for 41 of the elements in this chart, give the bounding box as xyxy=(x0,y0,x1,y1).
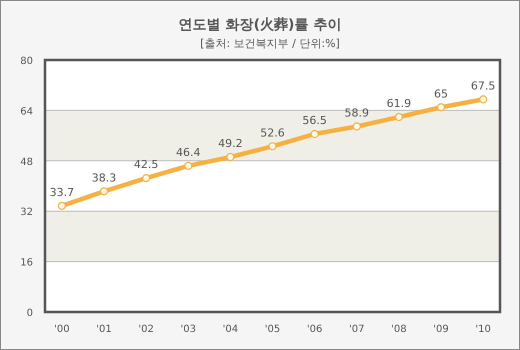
y-tick-label: 48 xyxy=(20,156,33,168)
data-label: 33.7 xyxy=(50,186,74,199)
point xyxy=(142,174,150,182)
y-tick-label: 80 xyxy=(20,56,33,67)
x-tick-label: '03 xyxy=(180,324,196,335)
x-tick-label: '09 xyxy=(433,324,449,335)
y-tick-label: 32 xyxy=(20,207,33,218)
point xyxy=(352,122,361,131)
data-label: 49.2 xyxy=(218,137,243,150)
data-label: 58.9 xyxy=(344,106,370,120)
data-label: 67.5 xyxy=(470,79,496,92)
x-tick-label: '08 xyxy=(391,324,407,335)
x-tick-label: '10 xyxy=(475,324,491,335)
x-tick-label: '05 xyxy=(264,324,280,335)
x-tick-label: '07 xyxy=(349,324,364,335)
point xyxy=(394,112,403,122)
data-label: 61.9 xyxy=(386,97,412,110)
data-label: 56.5 xyxy=(302,114,327,128)
y-tick-label: 0 xyxy=(26,308,33,319)
point xyxy=(184,162,192,170)
x-tick-label: '02 xyxy=(138,324,154,335)
chart-subtitle: [출처: 보건복지부 / 단위:%] xyxy=(200,37,340,50)
point xyxy=(100,187,108,196)
y-tick-label: 16 xyxy=(20,258,33,269)
data-label: 42.5 xyxy=(134,158,158,172)
data-label: 38.3 xyxy=(92,171,116,184)
x-tick-label: '06 xyxy=(306,324,322,335)
data-label: 52.6 xyxy=(260,126,285,140)
point xyxy=(479,95,488,104)
point xyxy=(268,142,277,150)
chart-title: 연도별 화장(火葬)률 추이 xyxy=(178,17,342,33)
point xyxy=(226,152,234,162)
x-tick-label: '04 xyxy=(222,324,238,335)
data-label: 46.4 xyxy=(176,146,200,159)
point xyxy=(436,103,446,112)
data-label: 65 xyxy=(434,87,448,100)
y-tick-label: 64 xyxy=(20,106,33,118)
x-tick-label: '00 xyxy=(54,324,70,335)
point xyxy=(58,202,66,210)
x-tick-label: '01 xyxy=(96,324,112,335)
point xyxy=(310,130,319,138)
